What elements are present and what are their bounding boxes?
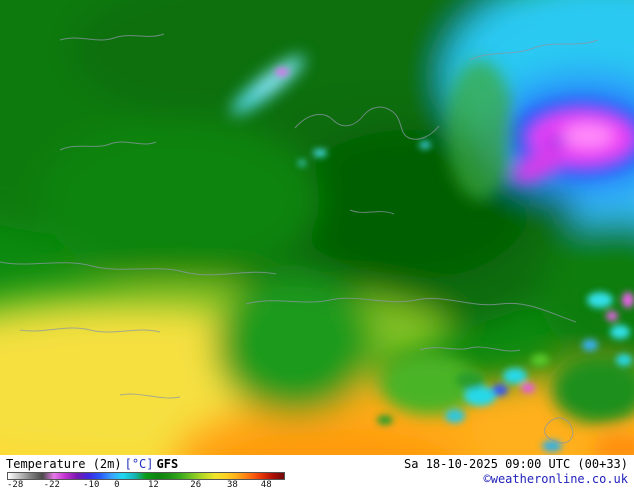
temperature-field-svg	[0, 0, 634, 455]
temperature-map	[0, 0, 634, 455]
temperature-regions	[0, 0, 634, 455]
colorbar-scale-labels: -28 -22 -10 0 12 26 38 48	[7, 480, 289, 490]
scale-label: 26	[190, 480, 202, 490]
scale-label: -10	[83, 480, 100, 490]
legend-model: GFS	[156, 457, 179, 471]
legend-parameter: Temperature (2m)	[6, 457, 122, 471]
scale-label: 38	[226, 480, 238, 490]
legend-title: Temperature (2m) [°C] GFS	[6, 457, 178, 471]
scale-label: -22	[43, 480, 60, 490]
scale-label: 48	[260, 480, 272, 490]
scale-label: 12	[148, 480, 159, 490]
legend-unit: [°C]	[124, 457, 154, 471]
cold-core-and-details	[231, 55, 634, 455]
scale-label: 0	[114, 480, 120, 490]
forecast-datetime: Sa 18-10-2025 09:00 UTC (00+33)	[404, 457, 628, 471]
coastline-borders	[0, 33, 599, 444]
scale-label: -28	[7, 480, 24, 490]
temperature-colorbar	[7, 472, 285, 480]
cold-specks	[275, 68, 634, 452]
legend-bar: Temperature (2m) [°C] GFS -28 -22 -10 0 12…	[0, 455, 634, 490]
copyright-link[interactable]: ©weatheronline.co.uk	[483, 472, 629, 486]
